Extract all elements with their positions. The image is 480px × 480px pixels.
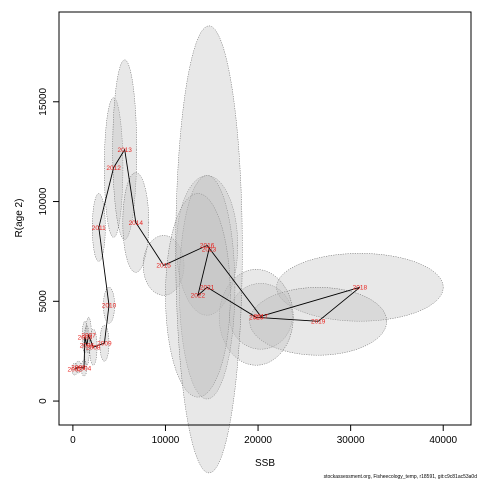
year-label-2007: 2007	[81, 333, 96, 340]
y-tick-label-0: 0	[38, 398, 49, 404]
year-label-2021: 2021	[200, 285, 215, 292]
y-tick-label-5000: 5000	[38, 290, 49, 313]
year-label-2013: 2013	[117, 147, 132, 154]
footer-credit: stockassessment.org, Fisheecology_temp, …	[324, 474, 478, 480]
year-label-2017: 2017	[254, 314, 269, 321]
year-label-2011: 2011	[92, 225, 106, 232]
x-tick-label-40000: 40000	[429, 435, 457, 446]
year-label-2008: 2008	[86, 345, 101, 352]
year-label-2022: 2022	[191, 293, 206, 300]
year-label-2006: 2006	[80, 343, 95, 350]
sr-path-line	[74, 148, 361, 370]
x-tick-label-30000: 30000	[337, 435, 365, 446]
year-label-2014: 2014	[129, 220, 144, 227]
year-label-2015: 2015	[156, 263, 171, 270]
year-label-2023: 2023	[202, 247, 217, 254]
year-label-2016: 2016	[200, 243, 215, 250]
year-label-2020: 2020	[249, 315, 264, 322]
axes: 0 10000 20000 30000 40000 0 5000 10000 15000	[38, 87, 458, 446]
year-label-2012: 2012	[106, 165, 121, 172]
year-label-2010: 2010	[102, 303, 117, 310]
year-label-2005: 2005	[78, 335, 93, 342]
y-axis-title: R(age 2)	[14, 199, 25, 238]
y-tick-label-10000: 10000	[38, 187, 49, 215]
x-tick-label-10000: 10000	[152, 435, 180, 446]
x-tick-label-0: 0	[70, 435, 76, 446]
year-label-2003: 2003	[71, 364, 86, 371]
confidence-ellipses	[71, 25, 444, 474]
year-label-2004: 2004	[77, 365, 92, 372]
year-label-2019: 2019	[311, 319, 326, 326]
year-label-2002: 2002	[67, 366, 82, 373]
stock-recruit-path	[74, 148, 361, 370]
y-tick-label-15000: 15000	[38, 87, 49, 115]
x-tick-label-20000: 20000	[244, 435, 272, 446]
year-label-2009: 2009	[97, 341, 112, 348]
x-axis-title: SSB	[255, 458, 275, 469]
year-label-2018: 2018	[353, 285, 368, 292]
